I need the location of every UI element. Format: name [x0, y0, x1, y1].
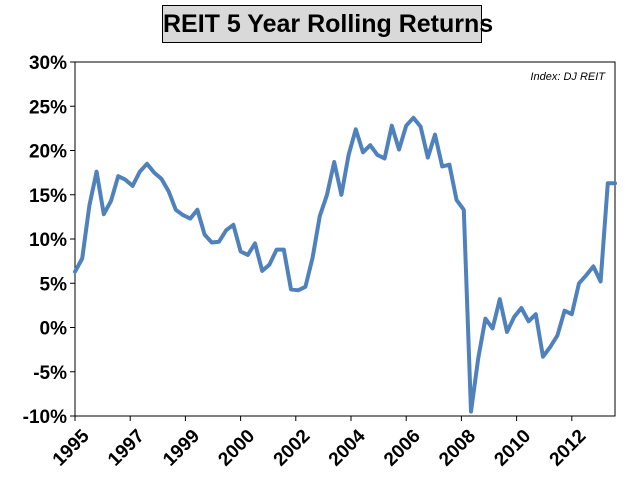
series-points [74, 117, 616, 412]
x-tick-label: 2006 [380, 426, 425, 471]
plot-area-frame [74, 61, 616, 417]
x-tick-label: 1995 [49, 425, 94, 470]
x-tick-label: 1999 [159, 426, 204, 471]
y-tick-label: -5% [33, 363, 67, 384]
chart-annotation: Index: DJ REIT [530, 71, 606, 83]
y-tick-label: 5% [40, 274, 68, 295]
x-tick-label: 2012 [546, 426, 591, 471]
x-axis-ticks: 1995 1997 1999 2000 2002 2004 2006 2008 2010 2012 [49, 416, 591, 471]
y-tick-label: -10% [23, 407, 67, 428]
y-tick-label: 10% [29, 230, 67, 251]
y-tick-label: 30% [29, 53, 67, 74]
y-tick-label: 0% [40, 319, 68, 340]
x-tick-label: 1997 [104, 426, 149, 471]
series-line [73, 115, 617, 414]
chart-title: REIT 5 Year Rolling Returns [162, 5, 493, 43]
x-tick-label: 2008 [435, 426, 480, 471]
x-tick-label: 2002 [270, 426, 315, 471]
x-tick-label: 2000 [214, 426, 259, 471]
x-tick-label: 2004 [325, 425, 370, 470]
y-tick-label: 20% [29, 142, 67, 163]
y-tick-label: 15% [29, 186, 67, 207]
y-axis-ticks: 30% 25% 20% 15% 10% 5% 0% -5% -10% [23, 53, 75, 428]
y-tick-label: 25% [29, 97, 67, 118]
x-tick-label: 2010 [490, 426, 535, 471]
